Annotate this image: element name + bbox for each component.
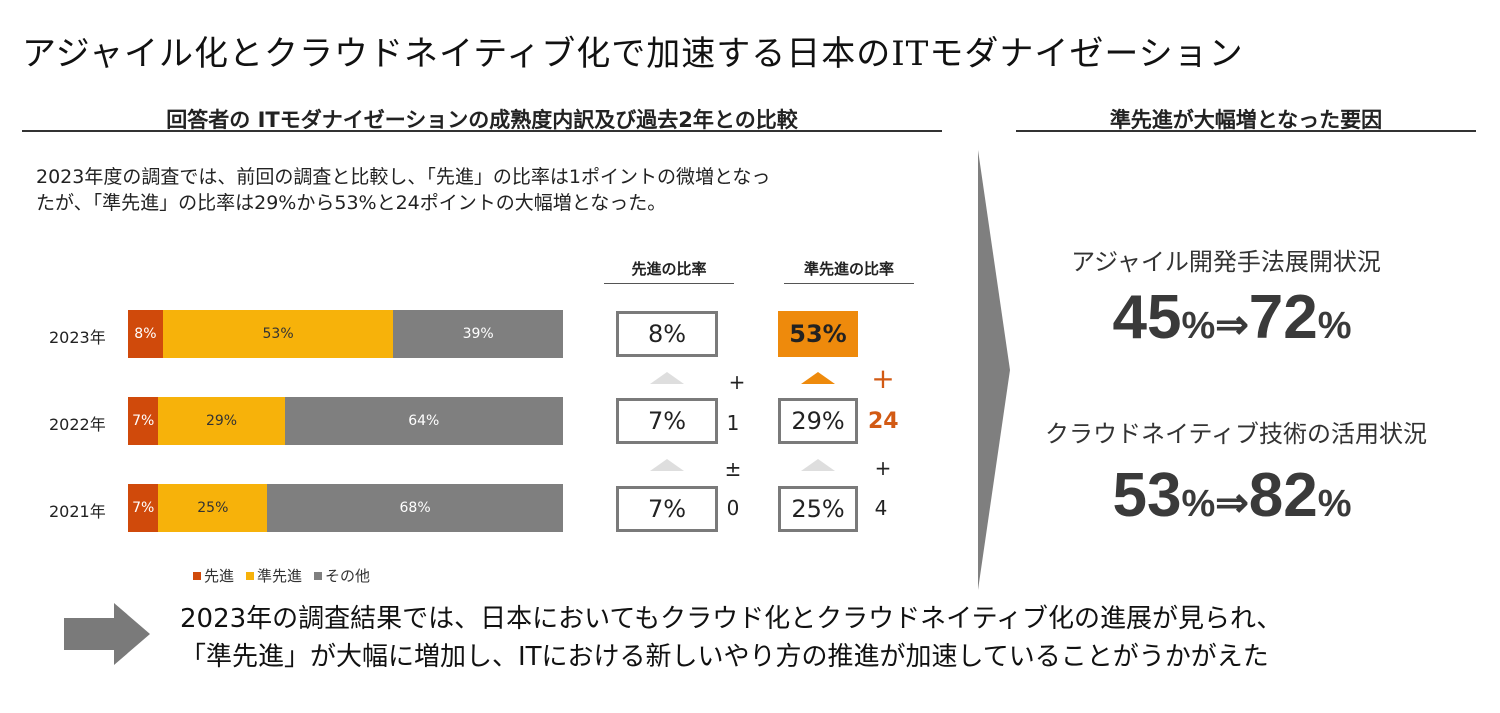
advanced-delta-amount: 0 xyxy=(726,496,740,520)
conclusion-line-1: 2023年の調査結果では、日本においてもクラウド化とクラウドネイティブ化の進展が… xyxy=(180,604,1283,634)
intro-line-2: たが、「準先進」の比率は29%から53%と24ポイントの大幅増となった。 xyxy=(36,192,667,214)
legend-label: その他 xyxy=(325,567,371,585)
intro-line-1: 2023年度の調査では、前回の調査と比較し、「先進」の比率は1ポイントの微増とな… xyxy=(36,166,771,188)
legend-swatch xyxy=(246,571,255,580)
bar-segment-advanced: 8% xyxy=(128,310,163,358)
right-double-arrow-icon: ⇒ xyxy=(1215,481,1249,525)
up-triangle-icon xyxy=(650,459,684,471)
right-arrow-icon xyxy=(64,603,150,665)
data-label: 29% xyxy=(205,413,238,429)
left-section-heading: 回答者の ITモダナイゼーションの成熟度内訳及び過去2年との比較 xyxy=(166,108,798,132)
up-triangle-icon xyxy=(801,459,835,471)
semi-advanced-delta-sign: + xyxy=(874,456,892,480)
data-label: 8% xyxy=(134,326,157,342)
up-triangle-icon xyxy=(650,372,684,384)
factor-label-agile: アジャイル開発手法展開状況 xyxy=(1071,248,1381,276)
bar-segment-other: 39% xyxy=(393,310,563,358)
semi-advanced-ratio-rule xyxy=(784,283,914,284)
advanced-ratio-heading: 先進の比率 xyxy=(631,260,707,278)
semi-advanced-delta-sign: + xyxy=(871,362,895,395)
factor-unit: % xyxy=(1181,483,1216,525)
right-section-heading: 準先進が大幅増となった要因 xyxy=(1109,108,1383,132)
advanced-delta-sign: ± xyxy=(724,457,742,481)
year-label: 2021年 xyxy=(49,502,106,521)
bar-segment-other: 68% xyxy=(267,484,563,532)
factor-unit: % xyxy=(1317,483,1352,525)
advanced-delta-sign: + xyxy=(728,370,746,394)
advanced-delta-amount: 1 xyxy=(726,411,740,435)
factor-value-cloud-native: 53%⇒82% xyxy=(1002,460,1462,531)
semi-advanced-ratio-heading: 準先進の比率 xyxy=(803,260,894,278)
legend-item-semi-advanced: 準先進 xyxy=(246,565,302,586)
factor-to-value: 82 xyxy=(1248,461,1318,530)
advanced-value-2021: 7% xyxy=(616,486,718,532)
bar-segment-advanced: 7% xyxy=(128,484,159,532)
year-label: 2022年 xyxy=(49,415,106,434)
chart-legend: 先進 準先進 その他 xyxy=(193,565,370,586)
advanced-ratio-rule xyxy=(604,283,734,284)
stacked-bar: 7% 29% 64% xyxy=(128,397,563,445)
up-triangle-icon xyxy=(801,372,835,384)
chevron-right-icon xyxy=(978,150,1010,590)
stacked-bar: 8% 53% 39% xyxy=(128,310,563,358)
data-label: 53% xyxy=(262,326,294,342)
bar-segment-advanced: 7% xyxy=(128,397,159,445)
semi-advanced-value-2023: 53% xyxy=(778,311,858,357)
intro-text: 2023年度の調査では、前回の調査と比較し、「先進」の比率は1ポイントの微増とな… xyxy=(36,164,936,216)
factor-to-value: 72 xyxy=(1248,283,1318,352)
data-label: 39% xyxy=(462,326,494,342)
legend-swatch xyxy=(193,571,201,580)
factor-label-cloud-native: クラウドネイティブ技術の活用状況 xyxy=(1044,420,1428,448)
factor-from-value: 45 xyxy=(1112,283,1182,352)
advanced-value-2022: 7% xyxy=(616,398,718,444)
legend-label: 準先進 xyxy=(257,567,303,585)
legend-item-advanced: 先進 xyxy=(193,565,234,586)
legend-swatch xyxy=(314,571,323,580)
conclusion-text: 2023年の調査結果では、日本においてもクラウド化とクラウドネイティブ化の進展が… xyxy=(180,600,1282,676)
semi-advanced-value-2022: 29% xyxy=(778,398,858,444)
data-label: 7% xyxy=(132,413,155,429)
semi-advanced-delta-amount: 4 xyxy=(874,496,888,520)
page-title: アジャイル化とクラウドネイティブ化で加速する日本のITモダナイゼーション xyxy=(22,34,1244,74)
data-label: 25% xyxy=(197,500,229,516)
legend-item-other: その他 xyxy=(314,565,370,586)
bar-segment-semi-advanced: 25% xyxy=(158,484,268,532)
factor-value-agile: 45%⇒72% xyxy=(1002,282,1462,353)
semi-advanced-value-2021: 25% xyxy=(778,486,858,532)
data-label: 7% xyxy=(132,500,155,516)
advanced-value-2023: 8% xyxy=(616,311,718,357)
stacked-bar: 7% 25% 68% xyxy=(128,484,563,532)
left-section-rule xyxy=(22,130,942,132)
factor-from-value: 53 xyxy=(1112,461,1182,530)
factor-unit: % xyxy=(1181,305,1216,347)
conclusion-line-2: 「準先進」が大幅に増加し、ITにおける新しいやり方の推進が加速していることがうか… xyxy=(180,642,1269,672)
bar-segment-semi-advanced: 29% xyxy=(158,397,285,445)
legend-label: 先進 xyxy=(204,567,235,585)
right-double-arrow-icon: ⇒ xyxy=(1215,303,1249,347)
right-section-rule xyxy=(1016,130,1476,132)
semi-advanced-delta-amount: 24 xyxy=(868,409,899,434)
factor-unit: % xyxy=(1317,305,1352,347)
bar-segment-semi-advanced: 53% xyxy=(162,310,394,358)
data-label: 68% xyxy=(399,500,431,516)
year-label: 2023年 xyxy=(49,328,106,347)
data-label: 64% xyxy=(408,413,440,429)
bar-segment-other: 64% xyxy=(284,397,563,445)
